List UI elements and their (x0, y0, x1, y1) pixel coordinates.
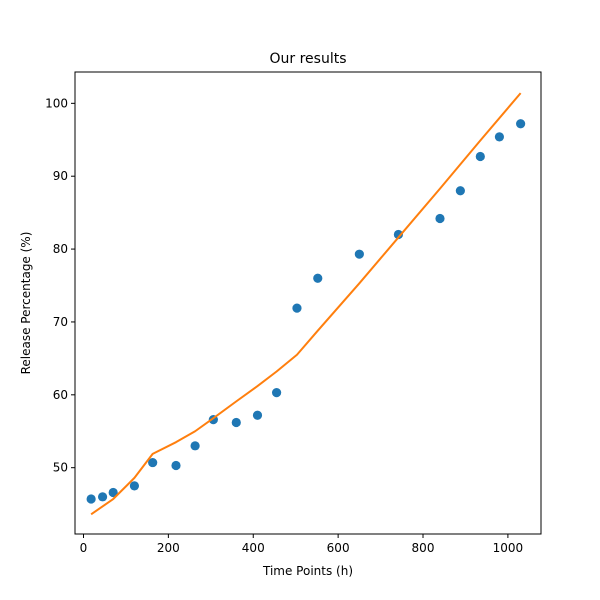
scatter-point (171, 460, 181, 471)
scatter-point (252, 410, 263, 420)
scatter-point (97, 492, 108, 502)
scatter-point (86, 494, 96, 504)
y-tick-label: 50 (53, 461, 68, 475)
x-tick-label: 800 (412, 541, 435, 555)
y-tick-label: 90 (53, 169, 68, 183)
scatter-point (129, 481, 140, 491)
x-tick-label: 600 (327, 541, 350, 555)
plot-area: 0 200 400 600 800 1000 50 60 70 80 90 100 (45, 92, 526, 555)
scatter-point (455, 186, 465, 196)
scatter-point (313, 273, 323, 283)
scatter-point (494, 132, 505, 142)
y-tick-label: 80 (53, 242, 68, 256)
scatter-point (148, 457, 158, 468)
scatter-point (292, 303, 302, 313)
chart-title: Our results (270, 51, 347, 67)
x-tick-label: 1000 (493, 541, 524, 555)
scatter-point (190, 441, 200, 451)
scatter-point (393, 229, 403, 240)
scatter-point (435, 213, 445, 224)
scatter-point (231, 417, 241, 428)
x-tick-label: 0 (80, 541, 88, 555)
scatter-point (516, 119, 526, 129)
x-tick-label: 200 (157, 541, 180, 555)
fit-line (90, 92, 522, 516)
scatter-point (271, 388, 282, 398)
scatter-point (354, 249, 364, 259)
scatter-point (475, 151, 485, 162)
y-axis-label: Release Percentage (%) (19, 232, 33, 375)
x-tick-label: 400 (242, 541, 265, 555)
x-axis-label: Time Points (h) (262, 564, 353, 578)
y-tick-label: 100 (45, 96, 68, 110)
y-tick-label: 60 (53, 388, 68, 402)
axes-frame (74, 71, 542, 535)
y-tick-label: 70 (53, 315, 68, 329)
scatter-point (108, 487, 118, 498)
